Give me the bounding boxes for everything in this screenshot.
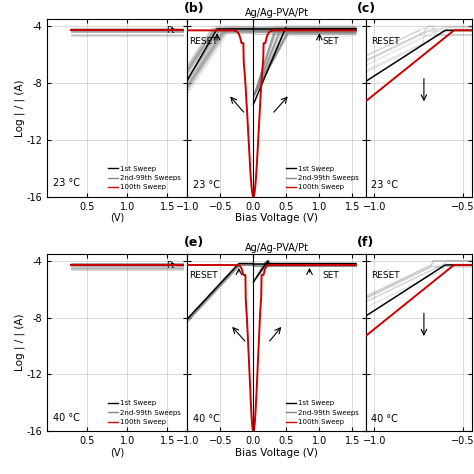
Legend: 1st Sweep, 2nd-99th Sweeps, 100th Sweep: 1st Sweep, 2nd-99th Sweeps, 100th Sweep [105,397,184,428]
Text: Pt: Pt [166,26,175,35]
X-axis label: Bias Voltage (V): Bias Voltage (V) [235,447,318,457]
Title: Ag/Ag-PVA/Pt: Ag/Ag-PVA/Pt [245,8,309,18]
Text: (f): (f) [357,237,374,249]
Text: (b): (b) [184,2,204,15]
Text: SET: SET [323,272,339,281]
X-axis label: (V): (V) [110,447,125,457]
Text: Pt: Pt [166,261,175,270]
Text: RESET: RESET [371,37,400,46]
Text: RESET: RESET [189,272,218,281]
X-axis label: (V): (V) [110,213,125,223]
Legend: 1st Sweep, 2nd-99th Sweeps, 100th Sweep: 1st Sweep, 2nd-99th Sweeps, 100th Sweep [283,397,362,428]
Legend: 1st Sweep, 2nd-99th Sweeps, 100th Sweep: 1st Sweep, 2nd-99th Sweeps, 100th Sweep [283,163,362,193]
Y-axis label: Log | / | (A): Log | / | (A) [15,79,25,137]
X-axis label: Bias Voltage (V): Bias Voltage (V) [235,213,318,223]
Text: 23 °C: 23 °C [53,178,80,188]
Text: RESET: RESET [189,37,218,46]
Y-axis label: Log | / | (A): Log | / | (A) [15,314,25,371]
Text: 40 °C: 40 °C [193,414,219,424]
Title: Ag/Ag-PVA/Pt: Ag/Ag-PVA/Pt [245,243,309,253]
Text: 40 °C: 40 °C [53,413,80,423]
Legend: 1st Sweep, 2nd-99th Sweeps, 100th Sweep: 1st Sweep, 2nd-99th Sweeps, 100th Sweep [105,163,184,193]
Text: SET: SET [323,37,339,46]
Text: RESET: RESET [371,272,400,281]
Text: (e): (e) [184,237,204,249]
Text: 40 °C: 40 °C [371,414,398,424]
Text: 23 °C: 23 °C [193,180,220,190]
Text: (c): (c) [357,2,376,15]
Text: 23 °C: 23 °C [371,180,398,190]
